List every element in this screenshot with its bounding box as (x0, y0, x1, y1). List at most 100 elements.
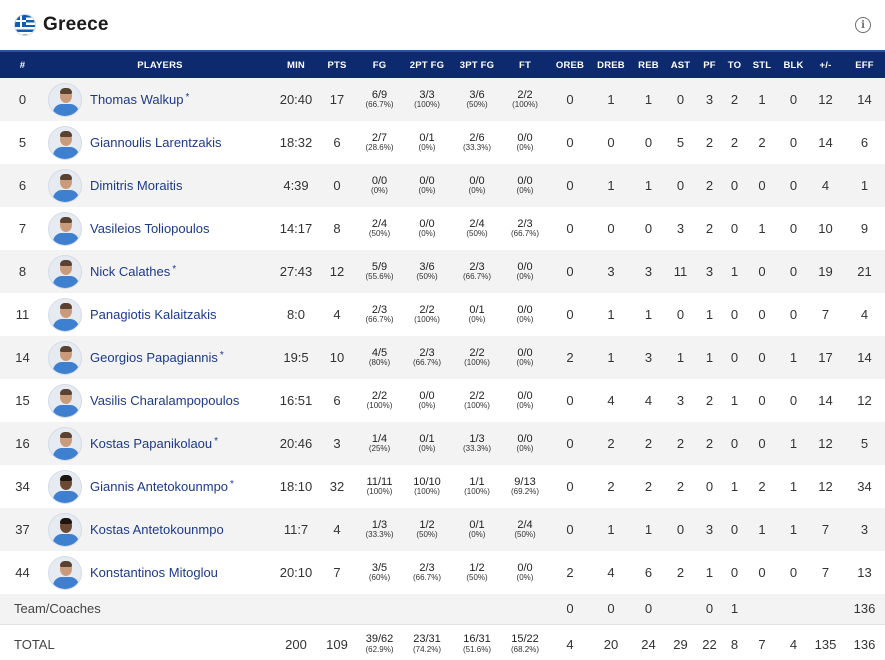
player-name-link[interactable]: Panagiotis Kalaitzakis (90, 307, 218, 322)
ft-pct: (69.2%) (510, 487, 539, 497)
column-header[interactable]: EFF (855, 59, 874, 71)
column-header[interactable]: 3PT FG (459, 59, 495, 71)
column-header[interactable]: STL (752, 59, 772, 71)
player-name: Kostas Papanikolaou (90, 436, 213, 451)
ft-pct: (0%) (516, 573, 534, 583)
column-header[interactable]: TO (727, 59, 742, 71)
stat-eff: 13 (857, 565, 872, 580)
player-row[interactable]: 16 Kostas Papanikolaou * 20:46 3 1/4 (25%) 0/1(… (0, 422, 885, 465)
fg3-pct: (100%) (464, 401, 490, 411)
player-name-link[interactable]: Georgios Papagiannis * (90, 350, 224, 365)
column-header[interactable]: PF (703, 59, 716, 71)
jersey-number: 34 (15, 479, 30, 494)
stat-to: 1 (730, 264, 739, 279)
jersey-number: 16 (15, 436, 30, 451)
player-row[interactable]: 11 Panagiotis Kalaitzakis 8:0 4 2/3 (66.7%) 2/… (0, 293, 885, 336)
ft-pct: (0%) (516, 272, 534, 282)
info-icon[interactable]: i (855, 17, 871, 33)
player-name-link[interactable]: Giannoulis Larentzakis (90, 135, 224, 150)
fg2: 3/3 (100%) (402, 78, 452, 121)
player-name-link[interactable]: Vasilis Charalampopoulos (90, 393, 241, 408)
player-avatar (48, 469, 82, 504)
player-row[interactable]: 7 Vasileios Toliopoulos 14:17 8 2/4 (50%) 0/0(… (0, 207, 885, 250)
minutes: 11:7 (283, 522, 309, 537)
fg2: 1/2 (50%) (402, 508, 452, 551)
player-name-link[interactable]: Konstantinos Mitoglou (90, 565, 220, 580)
stat-ast: 1 (676, 350, 685, 365)
ft-pct: (66.7%) (510, 229, 539, 239)
team-coaches-row: Team/Coaches 0 0 0 0 1 136 (0, 594, 885, 624)
empty-cell (275, 594, 317, 624)
stat-pm: 135 (814, 636, 837, 652)
player-row[interactable]: 6 Dimitris Moraitis 4:39 0 0/0 (0%) 0/0 (0%) 0/0… (0, 164, 885, 207)
player-name-link[interactable]: Giannis Antetokounmpo * (90, 479, 234, 494)
stat-reb: 3 (644, 264, 653, 279)
column-header[interactable]: +/- (819, 59, 832, 71)
jersey-number: 0 (18, 92, 27, 107)
stat-eff: 5 (860, 436, 869, 451)
stat-to: 8 (730, 636, 739, 652)
column-header[interactable]: MIN (286, 59, 305, 71)
fg-made: 2/3 (371, 303, 388, 316)
column-header[interactable]: DREB (597, 59, 625, 71)
stat-ast: 29 (673, 636, 688, 652)
player-row[interactable]: 8 Nick Calathes * 27:43 12 5/9 (55.6%) 3/6 (50%)… (0, 250, 885, 293)
player-row[interactable]: 0 Thomas Walkup * 20:40 17 6/9 (66.7%) 3/3 (100%… (0, 78, 885, 121)
empty-cell (317, 594, 357, 624)
ft: 0/0 (0%) (502, 379, 548, 422)
player-name-link[interactable]: Kostas Antetokounmpo (90, 522, 226, 537)
fg3-made: 1/3 (469, 432, 485, 445)
player-name-link[interactable]: Kostas Papanikolaou * (90, 436, 218, 451)
stat-stl: 2 (758, 135, 766, 150)
player-row[interactable]: 5 Giannoulis Larentzakis 18:32 6 2/7 (28.6%) 0… (0, 121, 885, 164)
column-header[interactable]: REB (638, 59, 659, 71)
player-row[interactable]: 15 Vasilis Charalampopoulos 16:51 6 2/2 (100%… (0, 379, 885, 422)
player-row[interactable]: 44 Konstantinos Mitoglou 20:10 7 3/5 (60%) 2/3… (0, 551, 885, 594)
player-name: Kostas Antetokounmpo (90, 522, 224, 537)
column-header[interactable]: FG (372, 59, 387, 71)
fg-made: 1/3 (371, 518, 388, 531)
player-row[interactable]: 34 Giannis Antetokounmpo * 18:10 32 11/11 (100… (0, 465, 885, 508)
fg-made: 11/11 (366, 475, 393, 488)
stat-to: 1 (730, 601, 739, 617)
fg3-pct: (33.3%) (462, 444, 491, 454)
stat-dreb: 1 (607, 522, 615, 537)
stat-dreb: 2 (607, 479, 615, 494)
stat-eff: 3 (860, 522, 869, 537)
starter-marker: * (185, 92, 190, 103)
column-header[interactable]: PTS (327, 59, 347, 71)
column-header[interactable]: FT (518, 59, 531, 71)
stat-oreb: 0 (566, 135, 574, 150)
player-row[interactable]: 14 Georgios Papagiannis * 19:5 10 4/5 (80%) 2/3… (0, 336, 885, 379)
stat-stl: 1 (758, 221, 766, 236)
stat-blk: 0 (789, 135, 798, 150)
stat-ast: 0 (676, 307, 685, 322)
stat-reb: 0 (644, 135, 653, 150)
fg: 1/3 (33.3%) (357, 508, 402, 551)
column-header[interactable]: 2PT FG (409, 59, 445, 71)
stat-stl: 0 (758, 436, 766, 451)
stat-reb: 1 (644, 307, 653, 322)
fg3: 3/6 (50%) (452, 78, 502, 121)
stat-ast: 2 (676, 479, 685, 494)
ft: 0/0 (0%) (502, 422, 548, 465)
fg-made: 3/5 (371, 561, 388, 574)
column-header[interactable]: OREB (555, 59, 585, 71)
fg-pct: (66.7%) (365, 315, 394, 325)
column-header[interactable]: # (19, 59, 26, 71)
player-name-link[interactable]: Vasileios Toliopoulos (90, 221, 211, 236)
player-name-link[interactable]: Dimitris Moraitis (90, 178, 184, 193)
player-row[interactable]: 37 Kostas Antetokounmpo 11:7 4 1/3 (33.3%) 1/2… (0, 508, 885, 551)
stat-pm: 17 (818, 350, 833, 365)
column-header[interactable]: BLK (783, 59, 804, 71)
stat-blk: 0 (789, 307, 798, 322)
ft: 9/13 (69.2%) (502, 465, 548, 508)
column-header[interactable]: PLAYERS (137, 59, 183, 71)
player-name-link[interactable]: Thomas Walkup * (90, 92, 189, 107)
fg-pct: (0%) (371, 186, 388, 196)
player-name-link[interactable]: Nick Calathes * (90, 264, 176, 279)
player-name: Panagiotis Kalaitzakis (90, 307, 217, 322)
stat-eff: 1 (860, 178, 869, 193)
column-header[interactable]: AST (670, 59, 691, 71)
fg3-pct: (100%) (464, 487, 490, 497)
